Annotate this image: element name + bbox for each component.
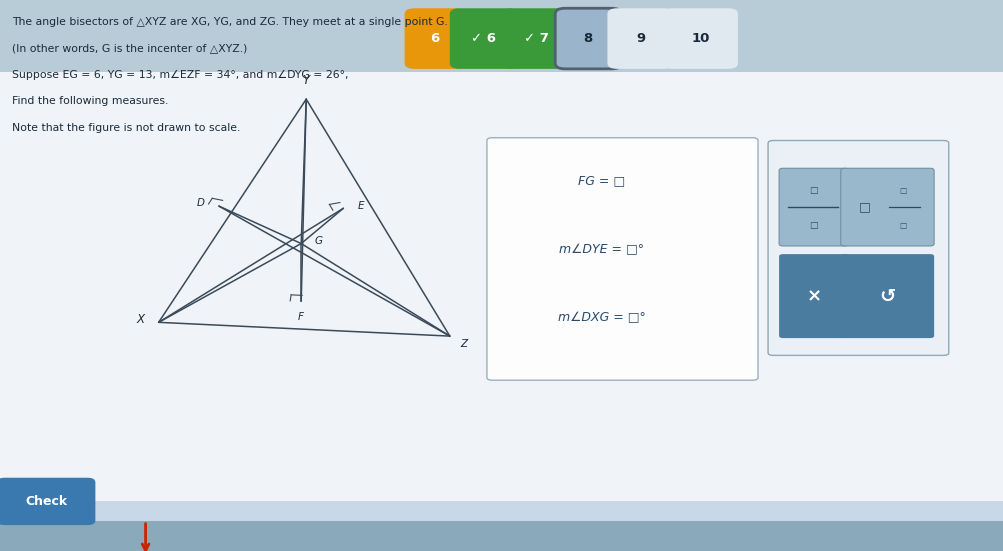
Text: ↺: ↺ [879,287,895,306]
Text: Find the following measures.: Find the following measures. [12,96,169,106]
FancyBboxPatch shape [0,478,95,525]
Text: (In other words, G is the incenter of △XYZ.): (In other words, G is the incenter of △X… [12,44,247,53]
Text: Z: Z [459,339,466,349]
FancyBboxPatch shape [502,8,570,69]
Text: Y: Y [302,74,310,87]
Text: □: □ [899,221,906,230]
FancyBboxPatch shape [778,168,848,246]
Text: X: X [136,313,144,326]
Text: 10: 10 [690,32,709,45]
FancyBboxPatch shape [404,8,464,69]
FancyBboxPatch shape [555,8,621,69]
FancyBboxPatch shape [767,141,948,355]
Text: Suppose EG = 6, YG = 13, m∠EZF = 34°, and m∠DYG = 26°,: Suppose EG = 6, YG = 13, m∠EZF = 34°, an… [12,70,348,80]
Text: □: □ [899,186,906,196]
Text: m∠DXG = □°: m∠DXG = □° [557,312,645,325]
FancyBboxPatch shape [778,254,848,338]
Text: □: □ [808,186,817,196]
Text: Check: Check [25,495,67,508]
FancyBboxPatch shape [840,254,933,338]
Text: The angle bisectors of △XYZ are XG, YG, and ZG. They meet at a single point G.: The angle bisectors of △XYZ are XG, YG, … [12,17,447,27]
Text: □: □ [859,201,871,214]
Text: ✓ 7: ✓ 7 [524,32,548,45]
Text: FG = □: FG = □ [578,174,625,187]
FancyBboxPatch shape [449,8,518,69]
Text: ×: × [805,287,820,305]
FancyBboxPatch shape [486,138,757,380]
FancyBboxPatch shape [840,168,933,246]
Bar [0,521,1003,551]
Text: G: G [314,236,322,246]
FancyBboxPatch shape [662,8,737,69]
Bar [0,0,1003,72]
Text: 9: 9 [635,32,645,45]
Text: E: E [357,201,363,210]
Text: F: F [298,312,304,322]
Text: m∠DYE = □°: m∠DYE = □° [559,243,644,256]
Text: ✓ 6: ✓ 6 [471,32,495,45]
FancyBboxPatch shape [0,0,1003,501]
Text: □: □ [808,221,817,230]
Text: D: D [197,198,205,208]
Text: Note that the figure is not drawn to scale.: Note that the figure is not drawn to sca… [12,123,240,133]
Text: 6: 6 [429,32,439,45]
FancyBboxPatch shape [607,8,673,69]
Text: 8: 8 [583,32,593,45]
